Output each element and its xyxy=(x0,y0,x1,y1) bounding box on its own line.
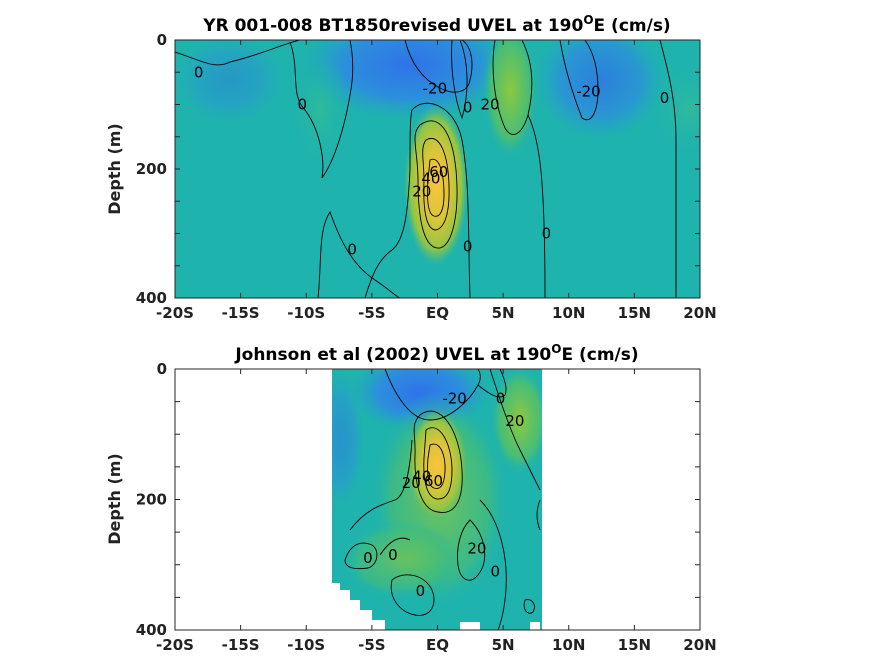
x-tick-label: -5S xyxy=(358,304,385,322)
contour-label: 0 xyxy=(660,89,670,107)
contour-label: 20 xyxy=(480,96,499,114)
contour-label: 60 xyxy=(424,472,443,490)
x-tick-label: -5S xyxy=(358,636,385,654)
x-tick-label: 10N xyxy=(552,636,585,654)
chart-title: YR 001-008 BT1850revised UVEL at 190OE (… xyxy=(202,13,670,36)
contour-label: 0 xyxy=(416,582,426,600)
contour-lines xyxy=(175,40,677,298)
panel-2: Johnson et al (2002) UVEL at 190OE (cm/s… xyxy=(105,342,717,654)
contour-label: 0 xyxy=(542,225,552,243)
x-tick-label: 15N xyxy=(618,304,651,322)
y-tick-label: 0 xyxy=(157,360,167,378)
x-tick-label: 10N xyxy=(552,304,585,322)
heatmap-field xyxy=(175,40,700,298)
x-tick-label: -10S xyxy=(287,636,325,654)
contour-label: 20 xyxy=(402,474,421,492)
contour-label: 60 xyxy=(429,163,448,181)
contour-label: 0 xyxy=(363,549,373,567)
y-tick-label: 400 xyxy=(136,621,167,639)
contour-label: 20 xyxy=(505,412,524,430)
chart-title: Johnson et al (2002) UVEL at 190OE (cm/s… xyxy=(234,342,638,365)
x-tick-label: EQ xyxy=(426,304,449,322)
y-tick-label: 200 xyxy=(136,160,167,178)
contour-label: 0 xyxy=(388,546,398,564)
y-tick-label: 200 xyxy=(136,491,167,509)
x-tick-label: EQ xyxy=(426,636,449,654)
y-axis-label: Depth (m) xyxy=(105,453,124,545)
contour-label: 0 xyxy=(463,237,473,255)
x-tick-label: -10S xyxy=(287,304,325,322)
y-tick-label: 0 xyxy=(157,31,167,49)
contour-label: 0 xyxy=(496,389,506,407)
heatmap-field xyxy=(332,369,542,630)
x-tick-label: -15S xyxy=(222,636,260,654)
x-tick-label: 5N xyxy=(492,636,515,654)
contour-label: 0 xyxy=(194,63,204,81)
contour-label: 40 xyxy=(421,170,440,188)
contour-label: -20 xyxy=(576,83,601,101)
x-tick-label: -15S xyxy=(222,304,260,322)
x-axis: -20S -15S -10S -5S EQ 5N 10N 15N 20N xyxy=(156,40,717,322)
x-tick-label: 15N xyxy=(618,636,651,654)
panel-1: YR 001-008 BT1850revised UVEL at 190OE (… xyxy=(105,13,717,322)
contour-label: 40 xyxy=(412,468,431,486)
x-tick-label: -20S xyxy=(156,636,194,654)
x-tick-label: -20S xyxy=(156,304,194,322)
contour-label: 0 xyxy=(463,99,473,117)
x-tick-label: 5N xyxy=(492,304,515,322)
x-tick-label: 20N xyxy=(683,636,716,654)
contour-label: 20 xyxy=(467,539,486,557)
x-tick-label: 20N xyxy=(683,304,716,322)
y-tick-label: 400 xyxy=(136,289,167,307)
contour-label: 0 xyxy=(298,96,308,114)
contour-label: 0 xyxy=(347,241,357,259)
y-axis-label: Depth (m) xyxy=(105,123,124,215)
contour-label: 0 xyxy=(490,562,500,580)
contour-label: 20 xyxy=(412,183,431,201)
contour-lines xyxy=(344,369,541,630)
contour-label: -20 xyxy=(423,79,448,97)
contour-label: -20 xyxy=(442,389,467,407)
x-axis: -20S -15S -10S -5S EQ 5N 10N 15N 20N xyxy=(156,369,717,654)
